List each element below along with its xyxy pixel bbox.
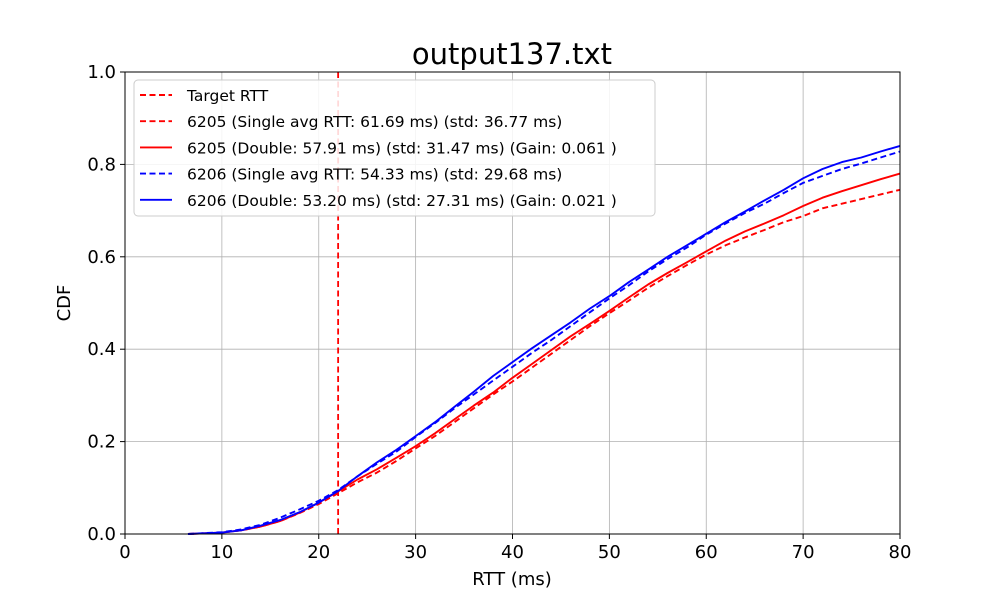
x-tick-label: 80 bbox=[889, 542, 912, 563]
legend-entry-label: 6206 (Double: 53.20 ms) (std: 27.31 ms) … bbox=[187, 192, 617, 210]
y-axis-label: CDF bbox=[54, 285, 75, 322]
x-tick-label: 0 bbox=[119, 542, 130, 563]
series-line-1 bbox=[187, 188, 901, 535]
x-tick-label: 40 bbox=[501, 542, 524, 563]
chart-title: output137.txt bbox=[412, 37, 612, 71]
x-tick-label: 10 bbox=[210, 542, 233, 563]
series-line-3 bbox=[187, 150, 901, 535]
x-tick-label: 70 bbox=[792, 542, 815, 563]
y-tick-label: 0.2 bbox=[87, 432, 116, 453]
legend-entry-label: 6205 (Double: 57.91 ms) (std: 31.47 ms) … bbox=[187, 139, 617, 157]
y-tick-label: 0.0 bbox=[87, 524, 116, 545]
x-tick-label: 30 bbox=[404, 542, 427, 563]
legend-entry-label: 6205 (Single avg RTT: 61.69 ms) (std: 36… bbox=[187, 113, 562, 131]
legend-frame bbox=[133, 79, 656, 217]
y-tick-label: 0.6 bbox=[87, 247, 116, 268]
y-tick-label: 0.8 bbox=[87, 154, 116, 175]
y-tick-label: 1.0 bbox=[87, 62, 116, 83]
series-line-4 bbox=[187, 144, 901, 535]
x-tick-label: 60 bbox=[695, 542, 718, 563]
y-tick-label: 0.4 bbox=[87, 339, 116, 360]
legend-entry-label: Target RTT bbox=[186, 87, 269, 105]
x-axis-label: RTT (ms) bbox=[472, 569, 552, 590]
x-tick-label: 20 bbox=[307, 542, 330, 563]
legend: Target RTT 6205 (Single avg RTT: 61.69 ms… bbox=[133, 79, 656, 217]
x-tick-label: 50 bbox=[598, 542, 621, 563]
legend-entry-label: 6206 (Single avg RTT: 54.33 ms) (std: 29… bbox=[187, 166, 562, 184]
axis-ticks: 0 10 20 30 40 50 60 70 80 0.0 0.2 0.4 0.6 0.8 1.0 bbox=[87, 62, 911, 563]
